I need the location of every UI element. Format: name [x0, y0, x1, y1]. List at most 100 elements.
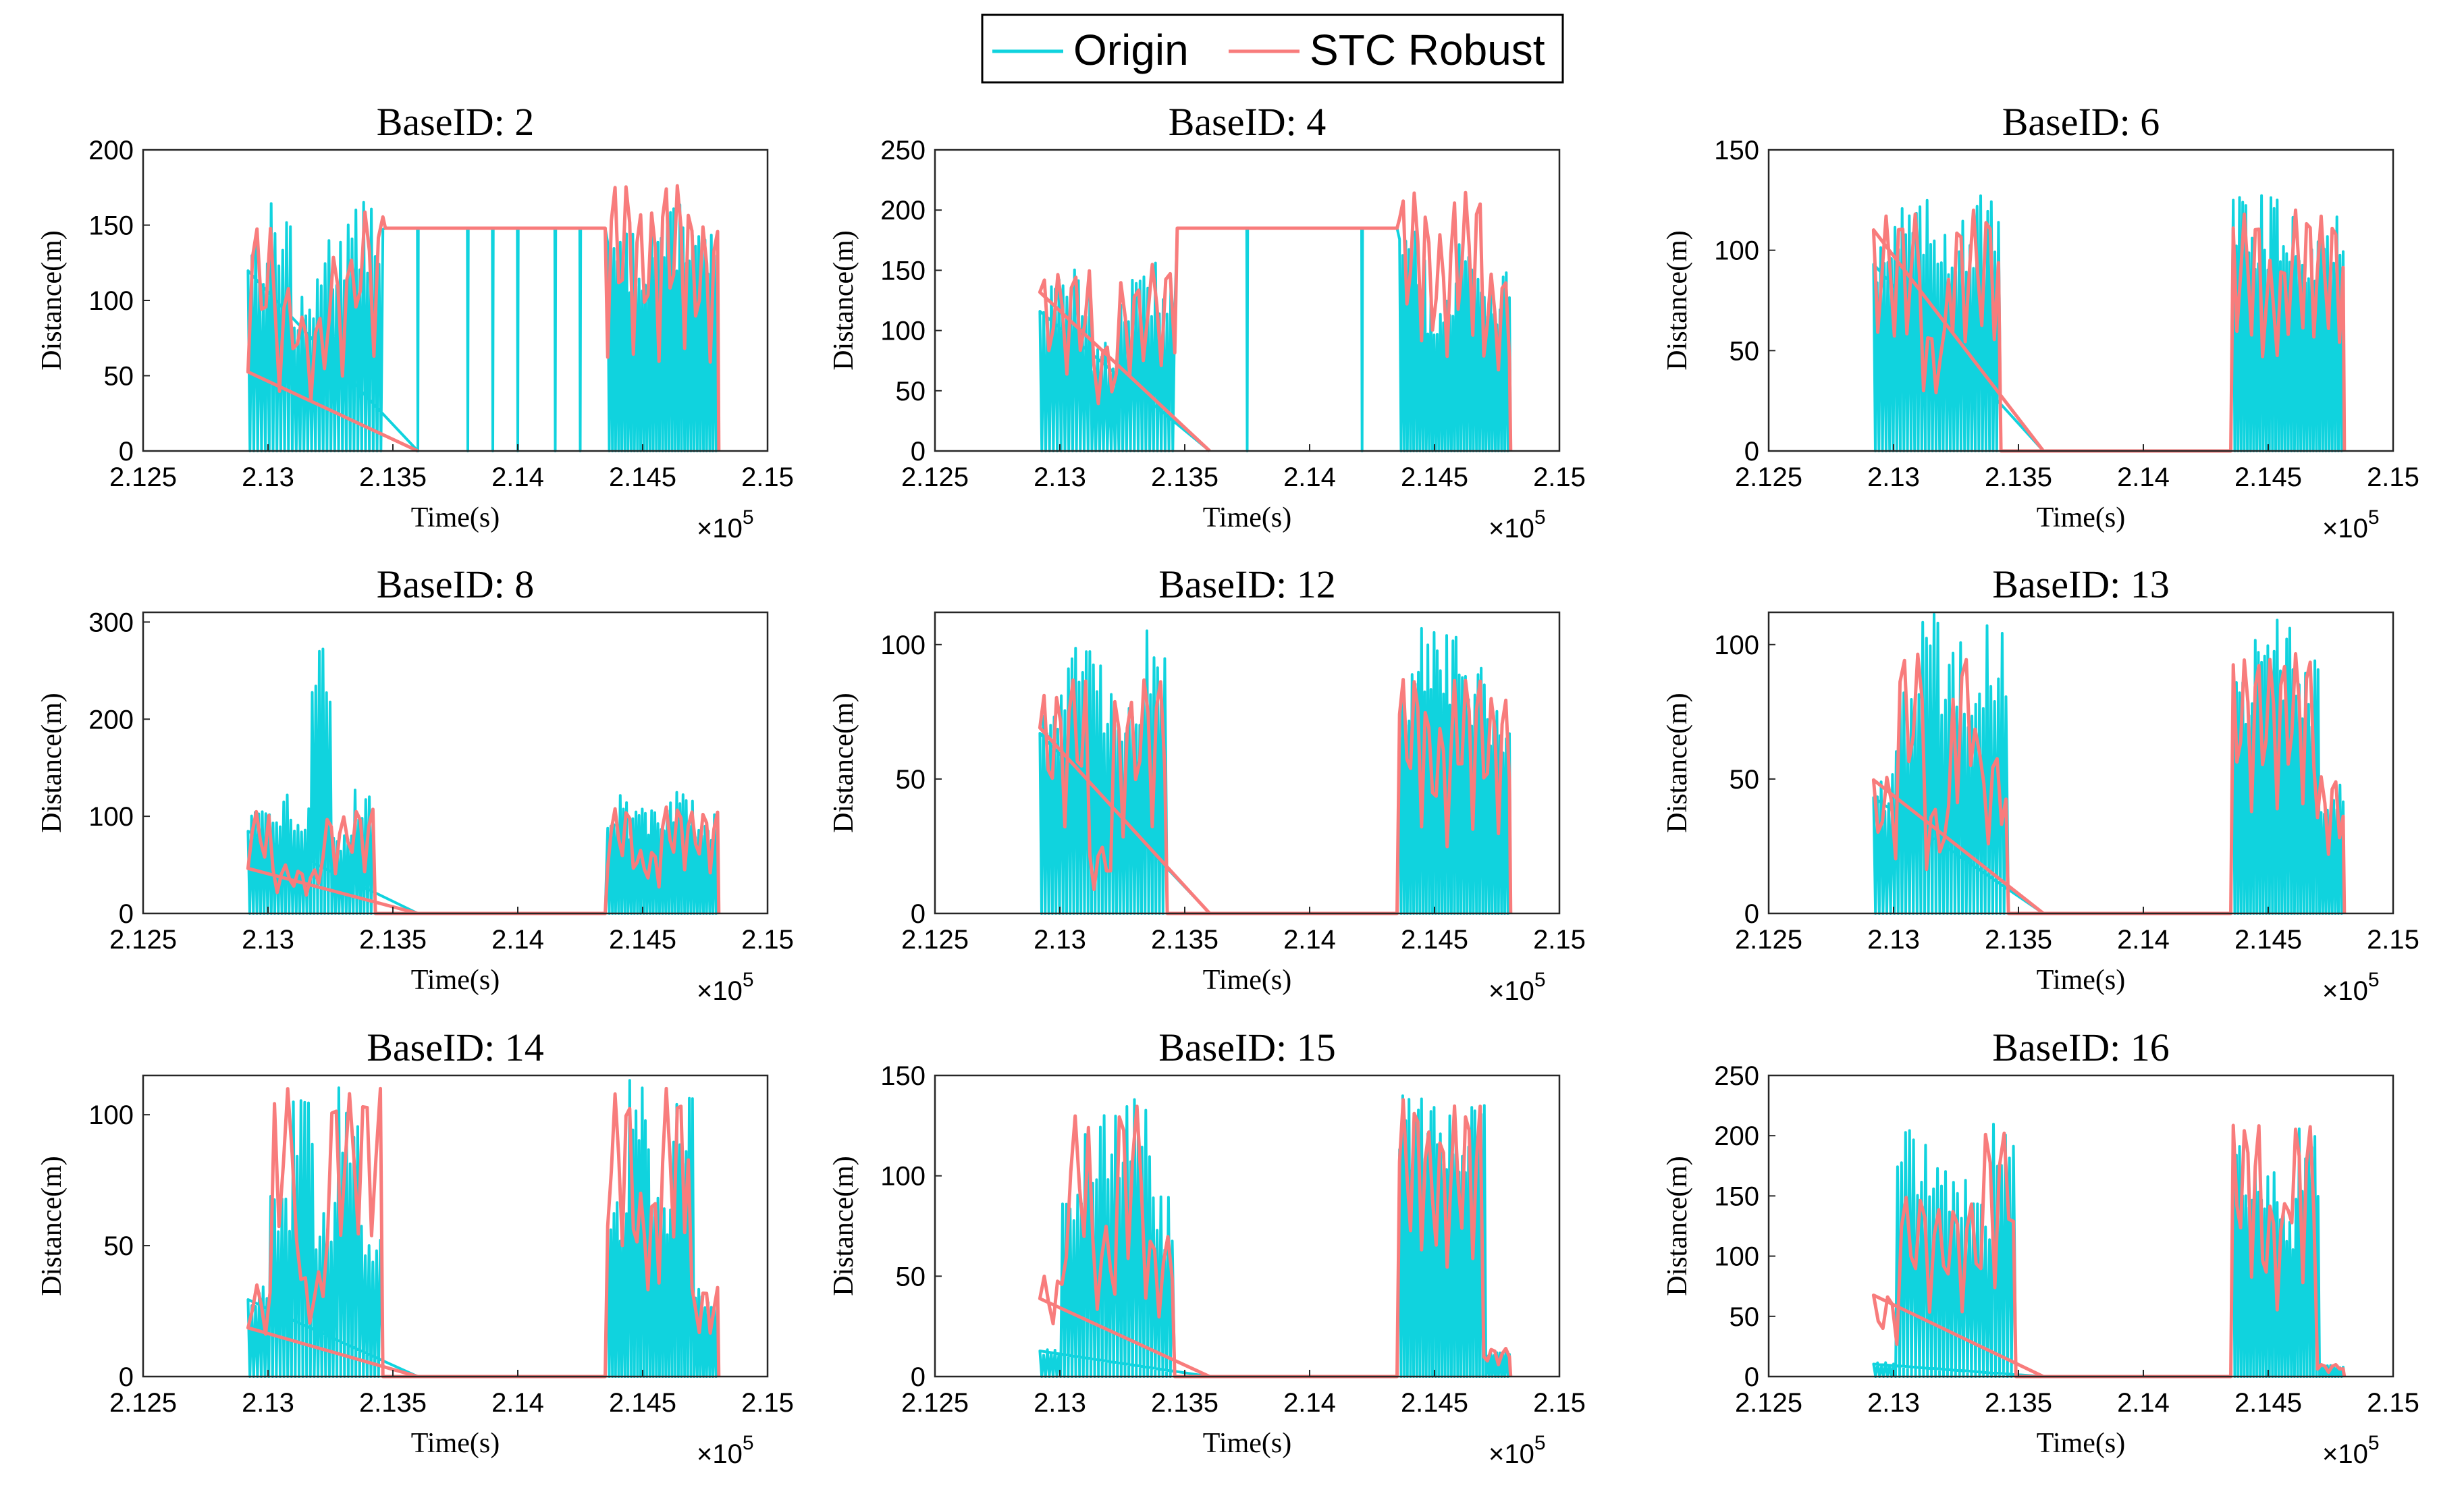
y-tick-label: 150 — [88, 211, 134, 241]
x-tick-label: 2.15 — [1533, 1388, 1586, 1418]
y-tick-label: 250 — [880, 136, 926, 165]
y-tick-label: 0 — [1744, 437, 1759, 467]
x-axis-label: Time(s) — [411, 502, 500, 533]
x-tick-label: 2.145 — [609, 462, 676, 492]
x-tick-label: 2.14 — [491, 462, 544, 492]
x-tick-label: 2.14 — [491, 1388, 544, 1418]
y-tick-label: 150 — [1714, 1181, 1759, 1211]
x-tick-label: 2.125 — [901, 1388, 969, 1418]
x-tick-label: 2.13 — [1867, 462, 1920, 492]
y-axis-label: Distance(m) — [36, 230, 68, 371]
x-tick-label: 2.14 — [491, 925, 544, 955]
x-exponent-label: ×105 — [2322, 969, 2380, 1006]
x-exponent-label: ×105 — [1489, 1432, 1546, 1469]
x-tick-label: 2.14 — [1283, 925, 1336, 955]
x-tick-label: 2.13 — [1034, 925, 1086, 955]
y-tick-label: 100 — [880, 317, 926, 346]
y-axis-label: Distance(m) — [36, 1156, 68, 1296]
y-tick-label: 0 — [1744, 899, 1759, 929]
x-tick-label: 2.145 — [1401, 1388, 1468, 1418]
y-tick-label: 50 — [104, 362, 134, 392]
x-axis-label: Time(s) — [1203, 502, 1291, 533]
x-tick-label: 2.135 — [1151, 925, 1218, 955]
subplot-baseid-14: 2.125 2.13 2.135 2.14 2.145 2.15 0 50 100 BaseID:… — [36, 1025, 794, 1469]
subplot-title: BaseID: 6 — [2002, 100, 2160, 144]
x-axis-label: Time(s) — [2037, 965, 2125, 996]
x-tick-label: 2.14 — [2117, 462, 2170, 492]
y-tick-label: 200 — [88, 136, 134, 165]
y-tick-label: 50 — [1730, 1302, 1760, 1332]
x-tick-label: 2.125 — [1735, 1388, 1802, 1418]
y-tick-label: 50 — [1730, 765, 1760, 795]
subplot-baseid-4: 2.125 2.13 2.135 2.14 2.145 2.15 0 50 100 150 200 2… — [828, 100, 1586, 543]
y-axis-label: Distance(m) — [828, 693, 859, 833]
x-tick-label: 2.14 — [2117, 1388, 2170, 1418]
axes-box — [142, 611, 769, 915]
y-tick-label: 200 — [88, 705, 134, 735]
x-tick-label: 2.125 — [901, 462, 969, 492]
axes-box — [934, 1074, 1561, 1378]
x-axis-label: Time(s) — [411, 1428, 500, 1459]
subplot-grid: 2.125 2.13 2.135 2.14 2.145 2.15 0 50 100 150 200 B… — [36, 100, 2419, 1469]
y-tick-label: 250 — [1714, 1061, 1759, 1091]
x-tick-label: 2.15 — [741, 925, 794, 955]
y-axis-label: Distance(m) — [1662, 1156, 1693, 1296]
x-tick-label: 2.125 — [901, 925, 969, 955]
y-tick-label: 0 — [119, 1362, 134, 1392]
subplot-title: BaseID: 16 — [1992, 1025, 2170, 1069]
y-tick-label: 50 — [896, 1262, 926, 1291]
series-stc-robust — [246, 184, 721, 453]
legend: Origin STC Robust — [981, 14, 1564, 84]
x-axis-label: Time(s) — [2037, 502, 2125, 533]
x-tick-label: 2.125 — [1735, 462, 1802, 492]
x-tick-label: 2.13 — [1034, 1388, 1086, 1418]
x-tick-label: 2.135 — [1151, 462, 1218, 492]
x-tick-label: 2.13 — [242, 462, 294, 492]
subplot-baseid-16: 2.125 2.13 2.135 2.14 2.145 2.15 0 50 100 150 200 2… — [1662, 1025, 2419, 1469]
y-tick-label: 100 — [88, 286, 134, 316]
x-tick-label: 2.135 — [1985, 1388, 2052, 1418]
x-tick-label: 2.125 — [109, 462, 177, 492]
y-tick-label: 0 — [119, 437, 134, 467]
x-tick-label: 2.125 — [109, 1388, 177, 1418]
x-tick-label: 2.13 — [242, 1388, 294, 1418]
x-axis-label: Time(s) — [411, 965, 500, 996]
legend-box — [981, 14, 1564, 84]
subplot-title: BaseID: 12 — [1158, 562, 1336, 606]
y-tick-label: 150 — [880, 256, 926, 286]
y-tick-label: 150 — [1714, 136, 1759, 165]
x-tick-label: 2.13 — [1867, 1388, 1920, 1418]
subplot-title: BaseID: 4 — [1169, 100, 1327, 144]
axes-box — [934, 149, 1561, 452]
y-tick-label: 300 — [88, 608, 134, 637]
x-exponent-label: ×105 — [697, 1432, 754, 1469]
x-tick-label: 2.15 — [741, 462, 794, 492]
y-tick-label: 0 — [1744, 1362, 1759, 1392]
x-tick-label: 2.135 — [1985, 462, 2052, 492]
x-tick-label: 2.125 — [1735, 925, 1802, 955]
axes-box — [1767, 611, 2394, 915]
axes-box — [142, 1074, 769, 1378]
y-axis-label: Distance(m) — [828, 230, 859, 371]
x-exponent-label: ×105 — [2322, 1432, 2380, 1469]
subplot-baseid-12: 2.125 2.13 2.135 2.14 2.145 2.15 0 50 100 BaseID:… — [828, 562, 1586, 1006]
x-tick-label: 2.145 — [609, 1388, 676, 1418]
x-tick-label: 2.145 — [609, 925, 676, 955]
y-tick-label: 100 — [1714, 1242, 1759, 1272]
y-tick-label: 100 — [88, 1100, 134, 1130]
series-stc-robust — [1038, 190, 1513, 452]
subplot-title: BaseID: 15 — [1158, 1025, 1336, 1069]
x-exponent-label: ×105 — [2322, 506, 2380, 543]
subplot-baseid-13: 2.125 2.13 2.135 2.14 2.145 2.15 0 50 100 BaseID:… — [1662, 562, 2419, 1006]
subplot-baseid-15: 2.125 2.13 2.135 2.14 2.145 2.15 0 50 100 150 Base… — [828, 1025, 1586, 1469]
x-tick-label: 2.135 — [359, 1388, 427, 1418]
legend-stc-robust-label: STC Robust — [1310, 26, 1545, 74]
x-tick-label: 2.15 — [2367, 1388, 2419, 1418]
x-exponent-label: ×105 — [697, 969, 754, 1006]
x-tick-label: 2.145 — [2234, 1388, 2302, 1418]
x-axis-label: Time(s) — [1203, 1428, 1291, 1459]
y-tick-label: 50 — [1730, 336, 1760, 366]
x-tick-label: 2.15 — [1533, 925, 1586, 955]
y-tick-label: 50 — [896, 765, 926, 795]
